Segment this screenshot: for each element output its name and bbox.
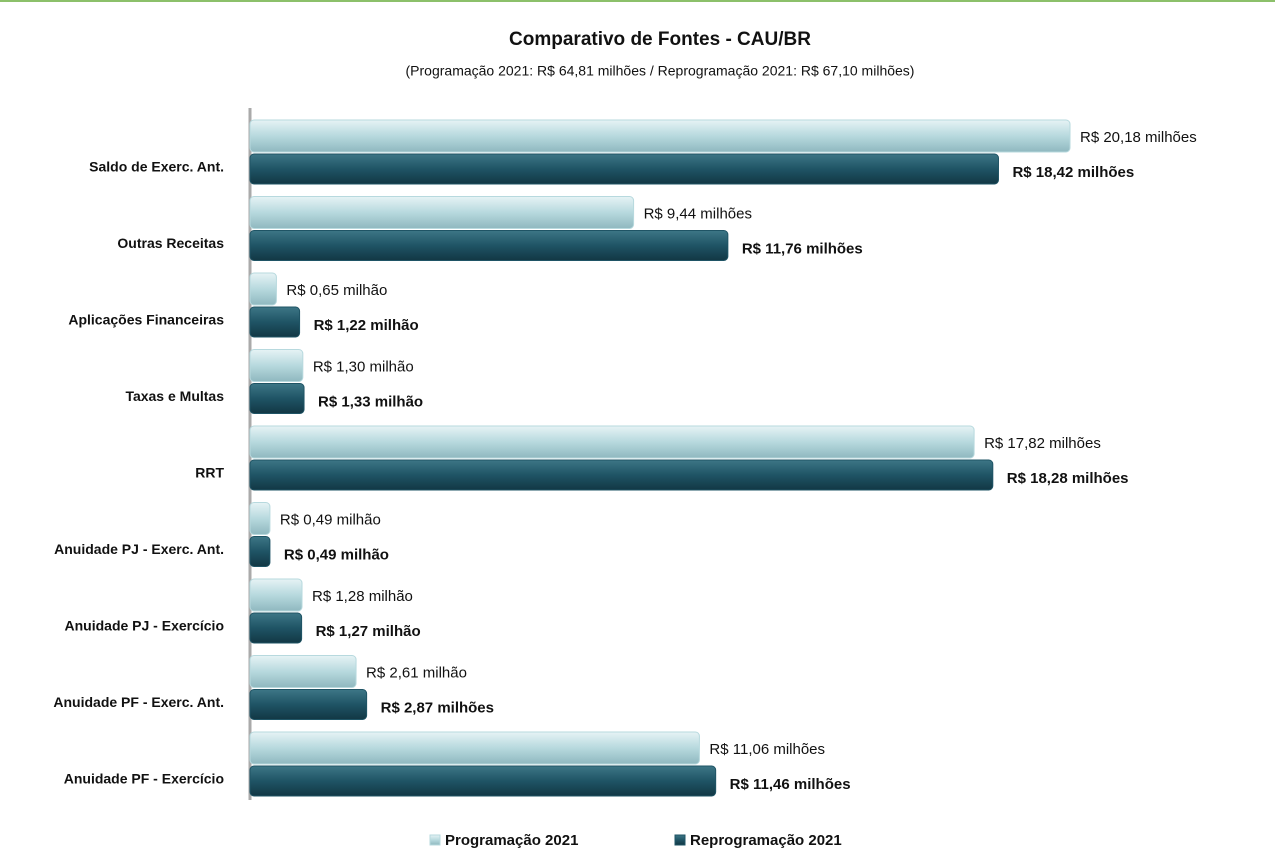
value-label: R$ 20,18 milhões xyxy=(1080,129,1197,146)
value-label: R$ 0,49 milhão xyxy=(280,511,381,528)
category-label: Anuidade PJ - Exerc. Ant. xyxy=(54,541,224,557)
chart-title: Comparativo de Fontes - CAU/BR xyxy=(509,29,811,50)
category-label: Taxas e Multas xyxy=(125,388,224,404)
legend-label: Programação 2021 xyxy=(445,832,578,849)
chart-subtitle: (Programação 2021: R$ 64,81 milhões / Re… xyxy=(406,63,915,79)
value-label: R$ 1,27 milhão xyxy=(316,623,421,640)
value-label: R$ 0,65 milhão xyxy=(286,282,387,299)
bar xyxy=(249,425,975,459)
bar xyxy=(249,230,729,261)
value-label: R$ 17,82 milhões xyxy=(984,435,1101,452)
bar xyxy=(249,655,357,688)
category-label: Anuidade PF - Exerc. Ant. xyxy=(53,694,224,710)
bar xyxy=(249,502,271,535)
bar xyxy=(249,306,301,338)
value-label: R$ 11,46 milhões xyxy=(730,776,851,793)
value-label: R$ 9,44 milhões xyxy=(644,205,752,222)
bar xyxy=(249,153,999,185)
bar xyxy=(249,383,305,414)
bar xyxy=(249,536,271,567)
value-label: R$ 0,49 milhão xyxy=(284,546,389,563)
category-label: Aplicações Financeiras xyxy=(68,312,224,328)
value-label: R$ 1,28 milhão xyxy=(312,588,413,605)
category-label: Anuidade PJ - Exercício xyxy=(65,618,225,634)
legend-swatch xyxy=(674,834,686,846)
category-label: Outras Receitas xyxy=(117,235,224,251)
bar xyxy=(249,119,1071,153)
legend-label: Reprogramação 2021 xyxy=(690,832,842,849)
value-label: R$ 11,76 milhões xyxy=(742,240,863,257)
bar xyxy=(249,578,303,612)
value-label: R$ 11,06 milhões xyxy=(709,741,825,758)
bar xyxy=(249,459,994,491)
value-label: R$ 1,30 milhão xyxy=(313,358,414,375)
value-label: R$ 18,28 milhões xyxy=(1007,470,1129,487)
bar xyxy=(249,765,717,797)
bar xyxy=(249,689,368,720)
bar xyxy=(249,349,304,382)
value-label: R$ 1,33 milhão xyxy=(318,393,423,410)
value-label: R$ 18,42 milhões xyxy=(1012,164,1134,181)
bar xyxy=(249,731,700,765)
category-label: RRT xyxy=(195,465,224,481)
category-label: Saldo de Exerc. Ant. xyxy=(89,159,224,175)
value-label: R$ 2,87 milhões xyxy=(381,699,494,716)
value-label: R$ 1,22 milhão xyxy=(314,317,419,334)
legend-swatch xyxy=(429,834,441,846)
value-label: R$ 2,61 milhão xyxy=(366,664,467,681)
bar xyxy=(249,196,635,229)
bar xyxy=(249,612,303,644)
bar xyxy=(249,272,277,306)
category-label: Anuidade PF - Exercício xyxy=(64,771,224,787)
